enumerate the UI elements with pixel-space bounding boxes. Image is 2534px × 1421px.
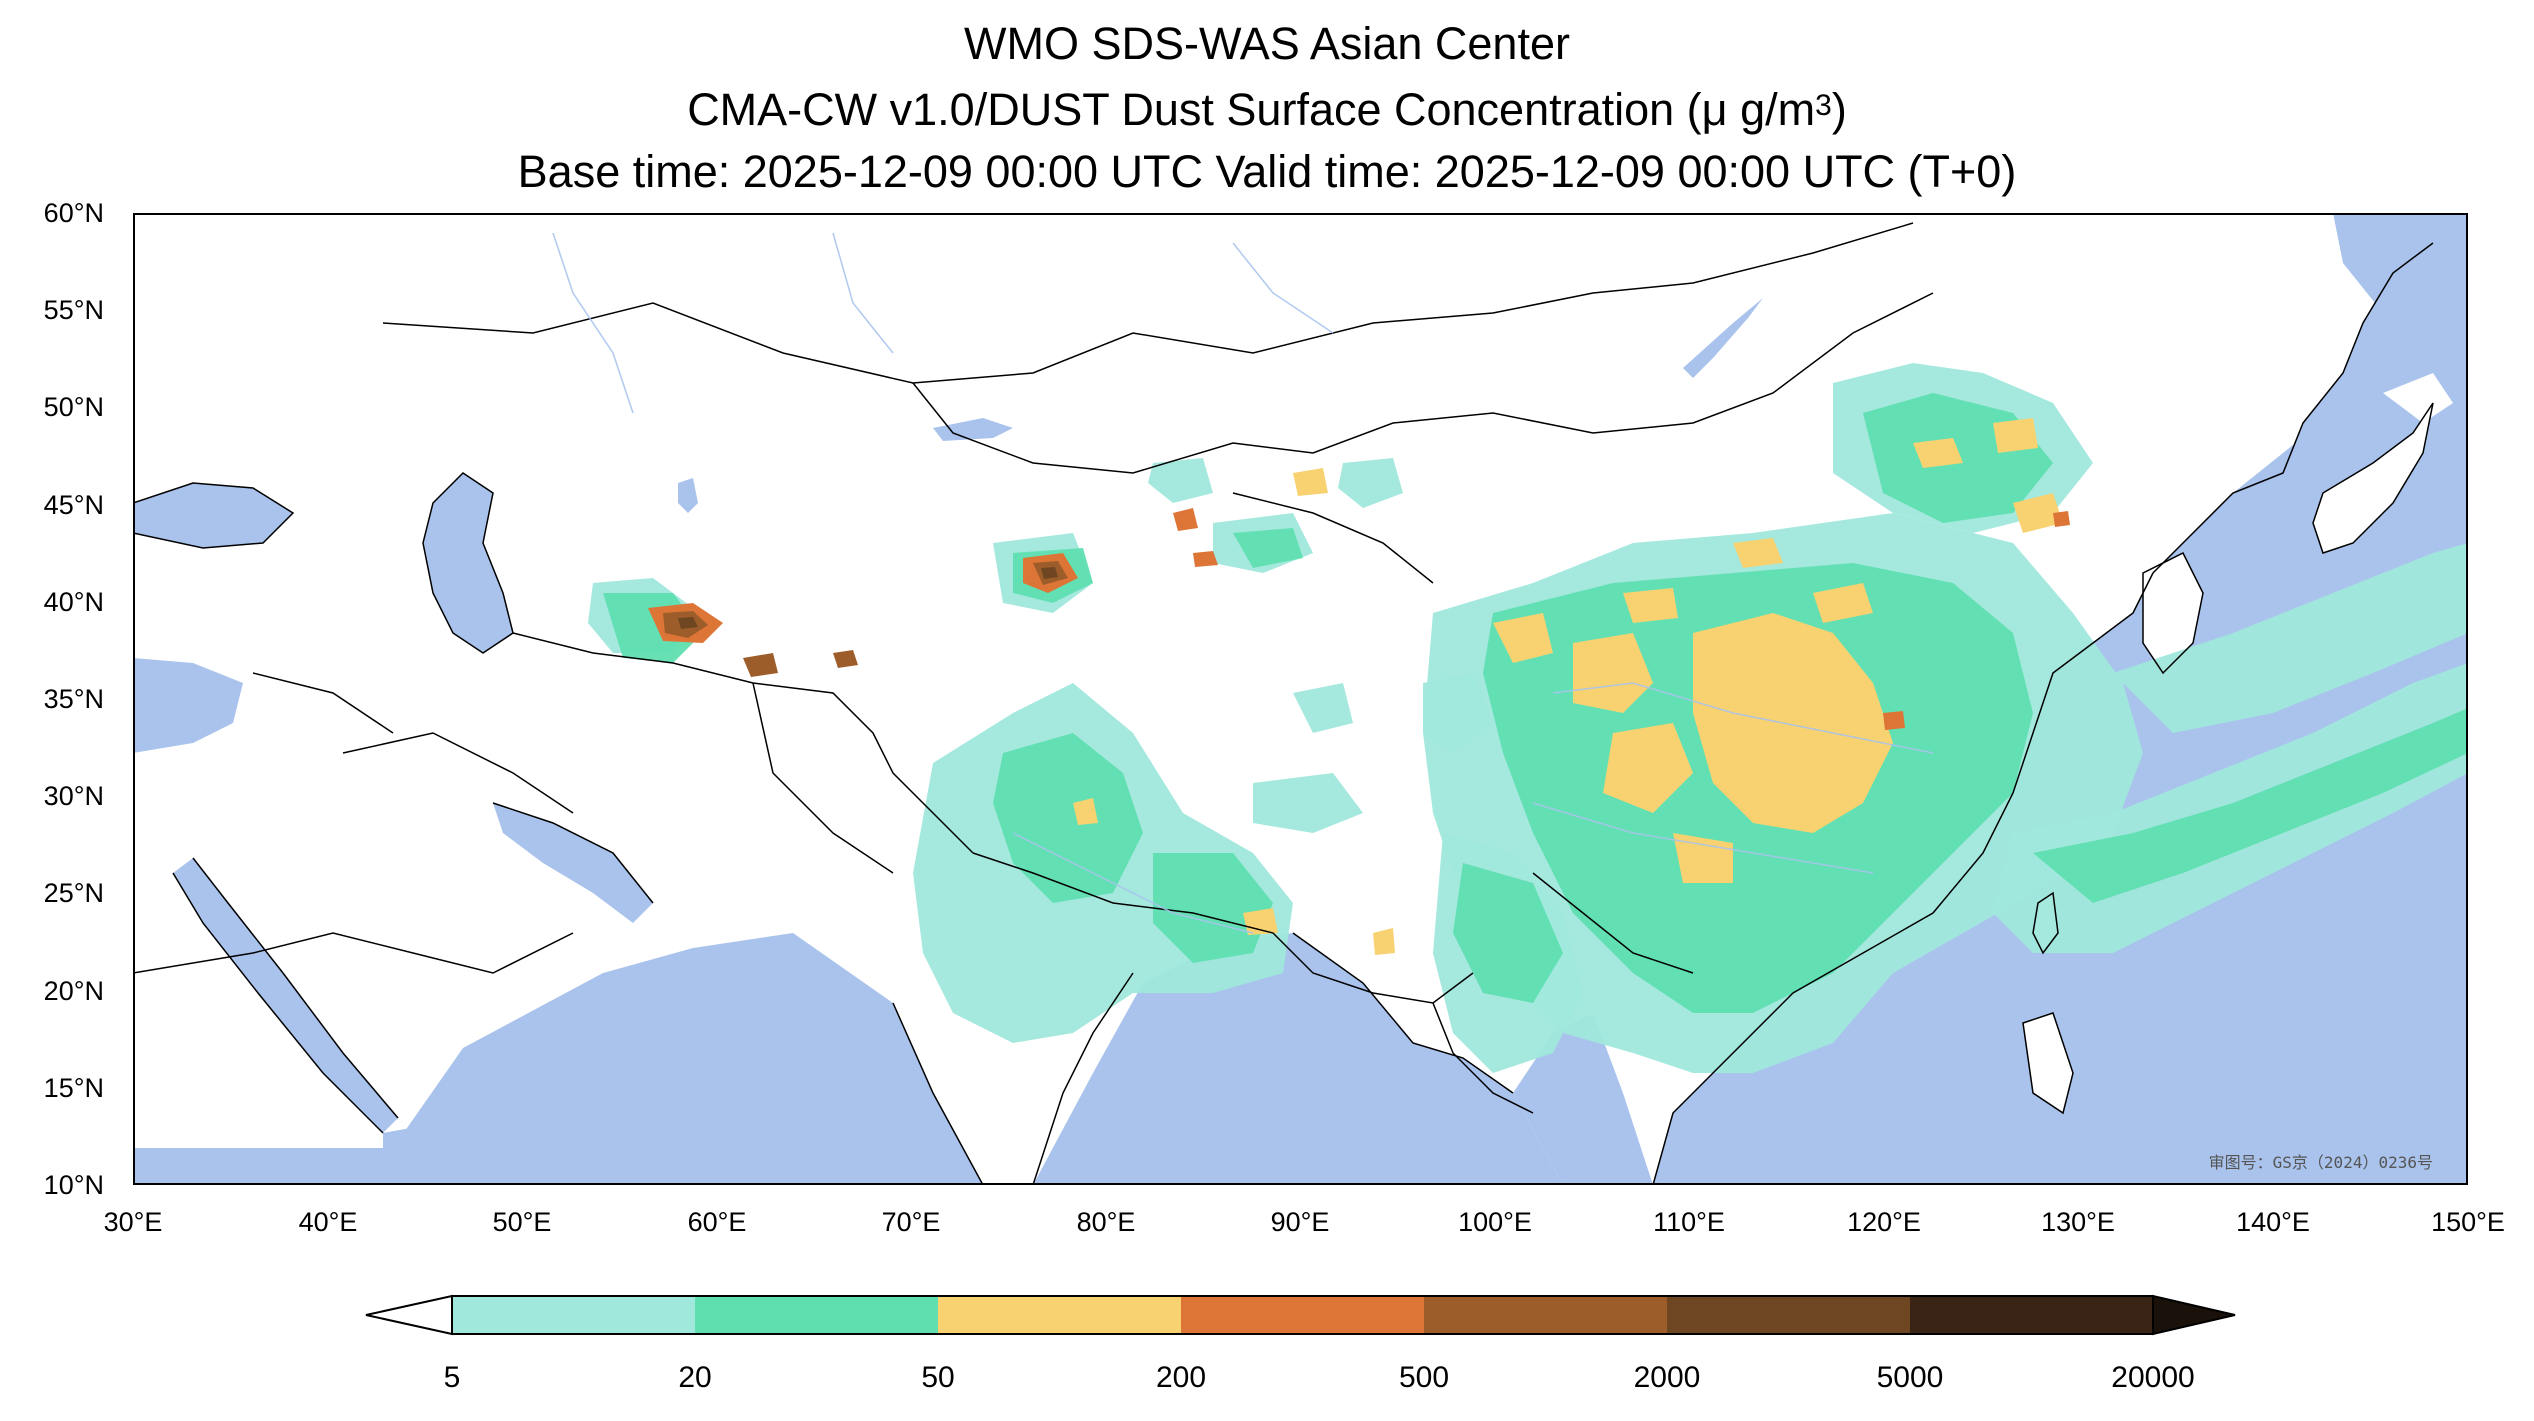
lat-label-60: 60°N [43, 198, 104, 228]
lake-baikal [1683, 298, 1763, 378]
lon-label-60: 60°E [687, 1207, 747, 1237]
andaman-sea [1513, 1013, 1653, 1185]
red-sea [173, 858, 398, 1133]
map-canvas: 审图号：GS京（2024）0236号 [133, 213, 2468, 1185]
lat-label-25: 25°N [43, 878, 104, 908]
aral-sea [678, 478, 698, 513]
lat-label-20: 20°N [43, 976, 104, 1006]
colorbar-swatch-5 [1424, 1296, 1667, 1334]
subtitle-close: ) [1831, 84, 1847, 135]
lat-label-30: 30°N [43, 781, 104, 811]
caspian-sea [423, 473, 513, 653]
sea-of-okhotsk [2333, 213, 2468, 343]
colorbar-swatch-2 [695, 1296, 938, 1334]
time-info: Base time: 2025-12-09 00:00 UTC Valid ti… [517, 146, 2017, 197]
korea [2143, 553, 2203, 673]
lat-label-50: 50°N [43, 392, 104, 422]
lon-label-130: 130°E [2041, 1207, 2115, 1237]
colorbar-swatch-3 [938, 1296, 1181, 1334]
lon-label-140: 140°E [2236, 1207, 2310, 1237]
lon-label-110: 110°E [1653, 1207, 1725, 1237]
lon-label-50: 50°E [492, 1207, 552, 1237]
sri-lanka [993, 1163, 1018, 1185]
lake-balkhash [933, 418, 1013, 441]
lon-label-80: 80°E [1076, 1207, 1136, 1237]
subtitle-text: CMA-CW v1.0/DUST Dust Surface Concentrat… [687, 84, 1702, 135]
rivers-layer [552, 232, 1934, 934]
colorbar-tick-5000: 5000 [1876, 1361, 1944, 1394]
colorbar-tick-2000: 2000 [1633, 1361, 1701, 1394]
lat-label-15: 15°N [43, 1073, 104, 1103]
colorbar-tick-20: 20 [678, 1361, 712, 1394]
colorbar-tick-200: 200 [1155, 1361, 1207, 1394]
black-sea [133, 483, 293, 548]
colorbar-extend-max [2152, 1294, 2236, 1336]
dust-layer-2000 [678, 567, 1058, 629]
subtitle-unit: μ g/m [1701, 84, 1816, 135]
borders-layer [133, 222, 2434, 1185]
colorbar-swatch-4 [1181, 1296, 1424, 1334]
lat-label-10: 10°N [43, 1170, 104, 1200]
lat-label-45: 45°N [43, 490, 104, 520]
mediterranean-sea [133, 658, 243, 753]
lon-label-40: 40°E [298, 1207, 358, 1237]
arabian-sea [133, 933, 1033, 1185]
subtitle-unit-exponent: 3 [1815, 89, 1832, 122]
lon-label-90: 90°E [1270, 1207, 1330, 1237]
colorbar-extend-min [365, 1294, 453, 1336]
bay-of-bengal [1033, 933, 1563, 1185]
gulf-of-aden [383, 1083, 693, 1185]
lat-label-55: 55°N [43, 295, 104, 325]
colorbar-tick-500: 500 [1398, 1361, 1450, 1394]
colorbar-tick-5: 5 [443, 1361, 461, 1394]
lat-label-40: 40°N [43, 587, 104, 617]
dust-layer-50 [1073, 418, 2063, 955]
colorbar [365, 1294, 2236, 1336]
lon-label-120: 120°E [1847, 1207, 1921, 1237]
colorbar-tick-50: 50 [921, 1361, 955, 1394]
lon-label-70: 70°E [881, 1207, 941, 1237]
colorbar-tick-20000: 20000 [2111, 1361, 2195, 1394]
map-area[interactable]: 审图号：GS京（2024）0236号 [133, 213, 2468, 1185]
hokkaido [2383, 373, 2453, 423]
sea-of-japan [2233, 373, 2383, 573]
colorbar-swatch-7 [1910, 1296, 2153, 1334]
lat-label-35: 35°N [43, 684, 104, 714]
lon-label-150: 150°E [2431, 1207, 2505, 1237]
lon-label-30: 30°E [103, 1207, 163, 1237]
map-title: WMO SDS-WAS Asian Center [964, 18, 1570, 69]
map-watermark: 审图号：GS京（2024）0236号 [2209, 1153, 2433, 1172]
colorbar-swatch-1 [452, 1296, 695, 1334]
map-subtitle: CMA-CW v1.0/DUST Dust Surface Concentrat… [0, 82, 2534, 138]
lon-label-100: 100°E [1458, 1207, 1532, 1237]
colorbar-swatch-6 [1667, 1296, 1910, 1334]
luzon [2023, 1013, 2073, 1113]
persian-gulf [493, 803, 653, 923]
